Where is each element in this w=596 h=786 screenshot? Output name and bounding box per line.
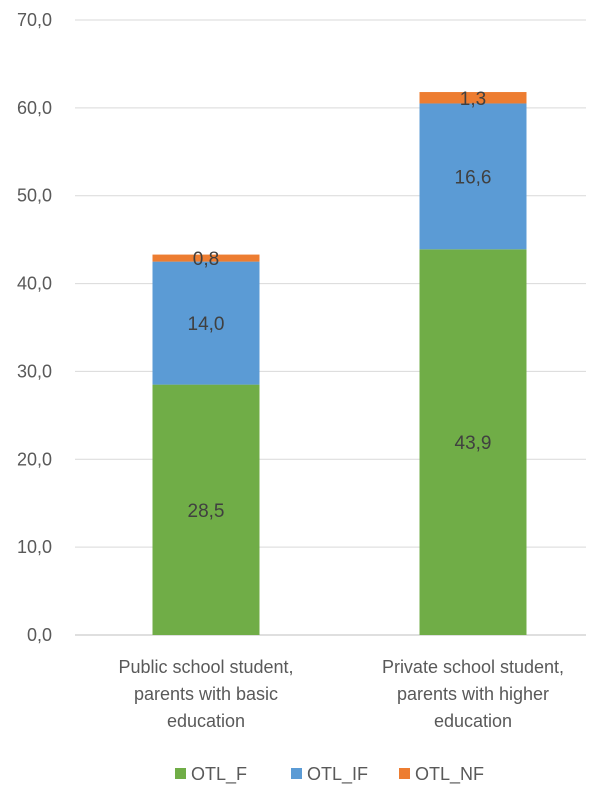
legend-swatch [175, 768, 186, 779]
data-label: 43,9 [455, 433, 492, 454]
data-label: 28,5 [188, 501, 225, 522]
bar-segment-otl-f [419, 249, 527, 636]
legend-label: OTL_IF [307, 764, 368, 785]
data-label: 0,8 [193, 249, 219, 270]
legend-label: OTL_F [191, 764, 247, 785]
y-tick-label: 40,0 [17, 274, 52, 294]
x-category-label: parents with higher [397, 684, 549, 704]
x-category-label: parents with basic [134, 684, 278, 704]
data-label: 14,0 [188, 314, 225, 335]
y-tick-label: 30,0 [17, 361, 52, 381]
legend-swatch [399, 768, 410, 779]
bar-segment-otl-nf [152, 254, 260, 262]
y-tick-label: 50,0 [17, 186, 52, 206]
x-category-label: Public school student, [118, 657, 293, 677]
bars [152, 92, 527, 636]
x-category-label: Private school student, [382, 657, 564, 677]
x-category-label: education [167, 711, 245, 731]
bar-segment-otl-f [152, 384, 260, 635]
x-axis-categories: Public school student, parents with basic… [118, 657, 564, 731]
x-category-label: education [434, 711, 512, 731]
data-labels: 28,5 14,0 0,8 43,9 16,6 1,3 [188, 89, 492, 522]
y-tick-label: 70,0 [17, 10, 52, 30]
data-label: 16,6 [455, 167, 492, 188]
y-tick-label: 10,0 [17, 537, 52, 557]
bar-segment-otl-if [419, 103, 527, 250]
bar-segment-otl-if [152, 261, 260, 385]
legend: OTL_F OTL_IF OTL_NF [175, 764, 484, 785]
legend-swatch [291, 768, 302, 779]
legend-label: OTL_NF [415, 764, 484, 785]
data-label: 1,3 [460, 89, 486, 110]
y-tick-label: 60,0 [17, 98, 52, 118]
y-axis-ticks: 0,0 10,0 20,0 30,0 40,0 50,0 60,0 70,0 [17, 10, 52, 645]
y-tick-label: 0,0 [27, 625, 52, 645]
y-tick-label: 20,0 [17, 449, 52, 469]
bar-segment-otl-nf [419, 92, 527, 104]
